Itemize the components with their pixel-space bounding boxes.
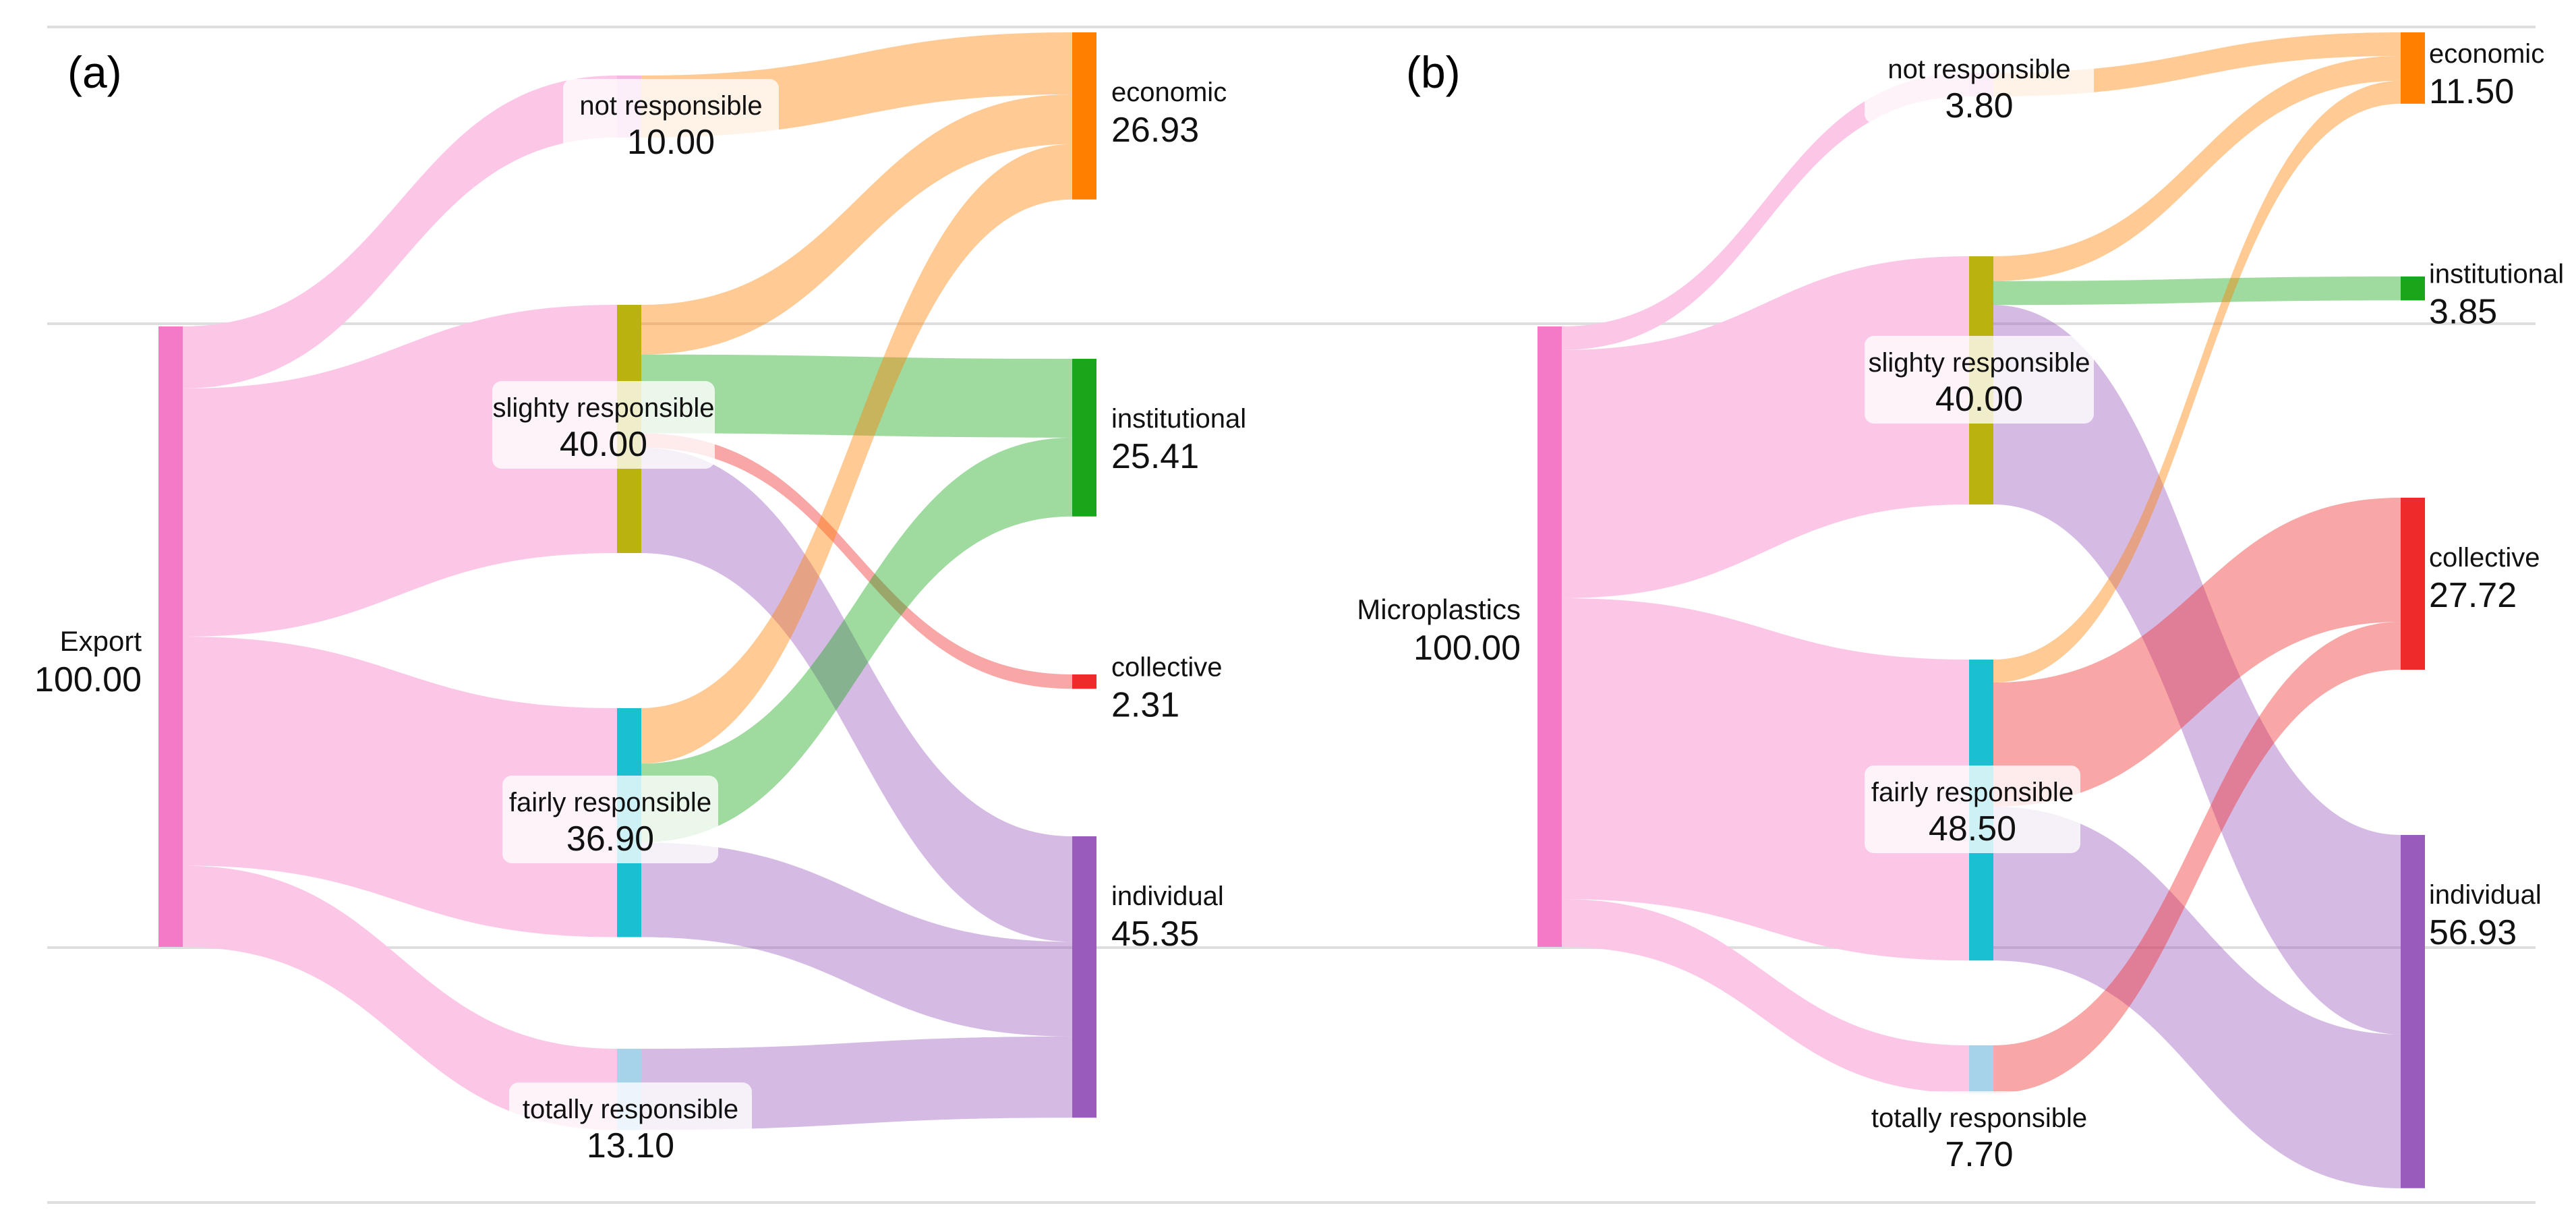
flow-source-to-not-responsible xyxy=(183,76,617,388)
panel-a-links xyxy=(183,32,1072,1130)
source-value-label: 100.00 xyxy=(34,660,142,699)
level-value-totally-responsible: 7.70 xyxy=(1945,1135,2013,1174)
node-totally-responsible xyxy=(1969,1045,1993,1093)
flow-not-responsible-to-economic xyxy=(1993,32,2401,96)
flow-slighty-responsible-to-economic xyxy=(1993,55,2401,281)
node-individual xyxy=(1072,836,1096,1118)
target-name-economic: economic xyxy=(1111,78,1227,107)
level-name-slighty-responsible: slighty responsible xyxy=(1868,348,2090,378)
flow-source-to-fairly-responsible xyxy=(1562,598,1969,961)
label-box-totally-responsible xyxy=(1858,1091,2101,1179)
panel-b-label: (b) xyxy=(1406,47,1461,97)
target-name-collective: collective xyxy=(1111,653,1223,683)
node-institutional xyxy=(1072,359,1096,517)
level-name-fairly-responsible: fairly responsible xyxy=(1871,778,2074,807)
target-value-economic: 11.50 xyxy=(2429,72,2514,111)
target-value-collective: 2.31 xyxy=(1111,686,1179,725)
level-name-slighty-responsible: slighty responsible xyxy=(492,393,714,423)
flow-fairly-responsible-to-economic xyxy=(641,144,1072,764)
target-name-individual: individual xyxy=(2429,880,2542,910)
target-name-collective: collective xyxy=(2429,543,2540,573)
level-value-not-responsible: 10.00 xyxy=(627,123,715,162)
target-name-institutional: institutional xyxy=(1111,404,1246,434)
label-box-fairly-responsible xyxy=(1865,765,2080,853)
node-source-export xyxy=(158,326,183,947)
target-value-institutional: 25.41 xyxy=(1111,437,1199,476)
label-box-not-responsible xyxy=(563,79,779,167)
level-name-not-responsible: not responsible xyxy=(579,91,762,121)
flow-slighty-responsible-to-collective xyxy=(641,433,1072,689)
flow-fairly-responsible-to-institutional xyxy=(641,437,1072,843)
flow-source-to-not-responsible xyxy=(1562,73,1969,350)
flow-totally-responsible-to-collective xyxy=(1993,622,2401,1094)
node-institutional xyxy=(2401,277,2425,301)
flow-fairly-responsible-to-economic xyxy=(1993,80,2401,683)
node-collective xyxy=(2401,498,2425,670)
target-value-individual: 45.35 xyxy=(1111,915,1199,954)
label-box-fairly-responsible xyxy=(502,776,718,863)
level-name-not-responsible: not responsible xyxy=(1887,55,2070,84)
level-value-slighty-responsible: 40.00 xyxy=(560,425,647,464)
target-value-collective: 27.72 xyxy=(2429,576,2517,615)
level-name-totally-responsible: totally responsible xyxy=(523,1095,738,1124)
flow-fairly-responsible-to-individual xyxy=(641,842,1072,1037)
target-name-individual: individual xyxy=(1111,881,1224,911)
level-value-not-responsible: 3.80 xyxy=(1945,86,2013,125)
source-name-label: Microplastics xyxy=(1357,593,1521,625)
panel-a-label: (a) xyxy=(67,47,122,97)
flow-fairly-responsible-to-collective xyxy=(1993,498,2401,807)
node-individual xyxy=(2401,835,2425,1188)
flow-source-to-slighty-responsible xyxy=(1562,256,1969,598)
node-economic xyxy=(2401,32,2425,104)
gridlines xyxy=(47,26,2536,1204)
level-name-fairly-responsible: fairly responsible xyxy=(509,788,711,817)
label-box-not-responsible xyxy=(1865,49,2094,123)
target-value-economic: 26.93 xyxy=(1111,111,1199,150)
flow-fairly-responsible-to-individual xyxy=(1993,807,2401,1188)
level-value-fairly-responsible: 48.50 xyxy=(1929,809,2016,848)
label-box-slighty-responsible xyxy=(492,381,715,469)
flow-slighty-responsible-to-economic xyxy=(641,94,1072,355)
level-name-totally-responsible: totally responsible xyxy=(1871,1103,2087,1133)
level-value-slighty-responsible: 40.00 xyxy=(1935,380,2023,419)
level-value-fairly-responsible: 36.90 xyxy=(566,819,654,859)
target-name-economic: economic xyxy=(2429,39,2544,69)
target-value-institutional: 3.85 xyxy=(2429,293,2497,332)
target-name-institutional: institutional xyxy=(2429,260,2564,289)
node-collective xyxy=(1072,674,1096,689)
target-value-individual: 56.93 xyxy=(2429,913,2517,952)
label-box-slighty-responsible xyxy=(1865,336,2094,424)
flow-source-to-totally-responsible xyxy=(183,865,617,1130)
flow-slighty-responsible-to-institutional xyxy=(1993,277,2401,306)
source-name-label: Export xyxy=(60,625,142,657)
flow-source-to-totally-responsible xyxy=(1562,899,1969,1093)
level-value-totally-responsible: 13.10 xyxy=(587,1126,674,1165)
flow-slighty-responsible-to-individual xyxy=(1993,305,2401,1035)
panel-b-links xyxy=(1562,32,2401,1188)
flow-slighty-responsible-to-individual xyxy=(641,447,1072,942)
source-value-label: 100.00 xyxy=(1413,629,1521,668)
flow-slighty-responsible-to-institutional xyxy=(641,354,1072,438)
label-box-totally-responsible xyxy=(509,1082,752,1170)
node-economic xyxy=(1072,32,1096,200)
node-source-microplastics xyxy=(1538,326,1562,947)
